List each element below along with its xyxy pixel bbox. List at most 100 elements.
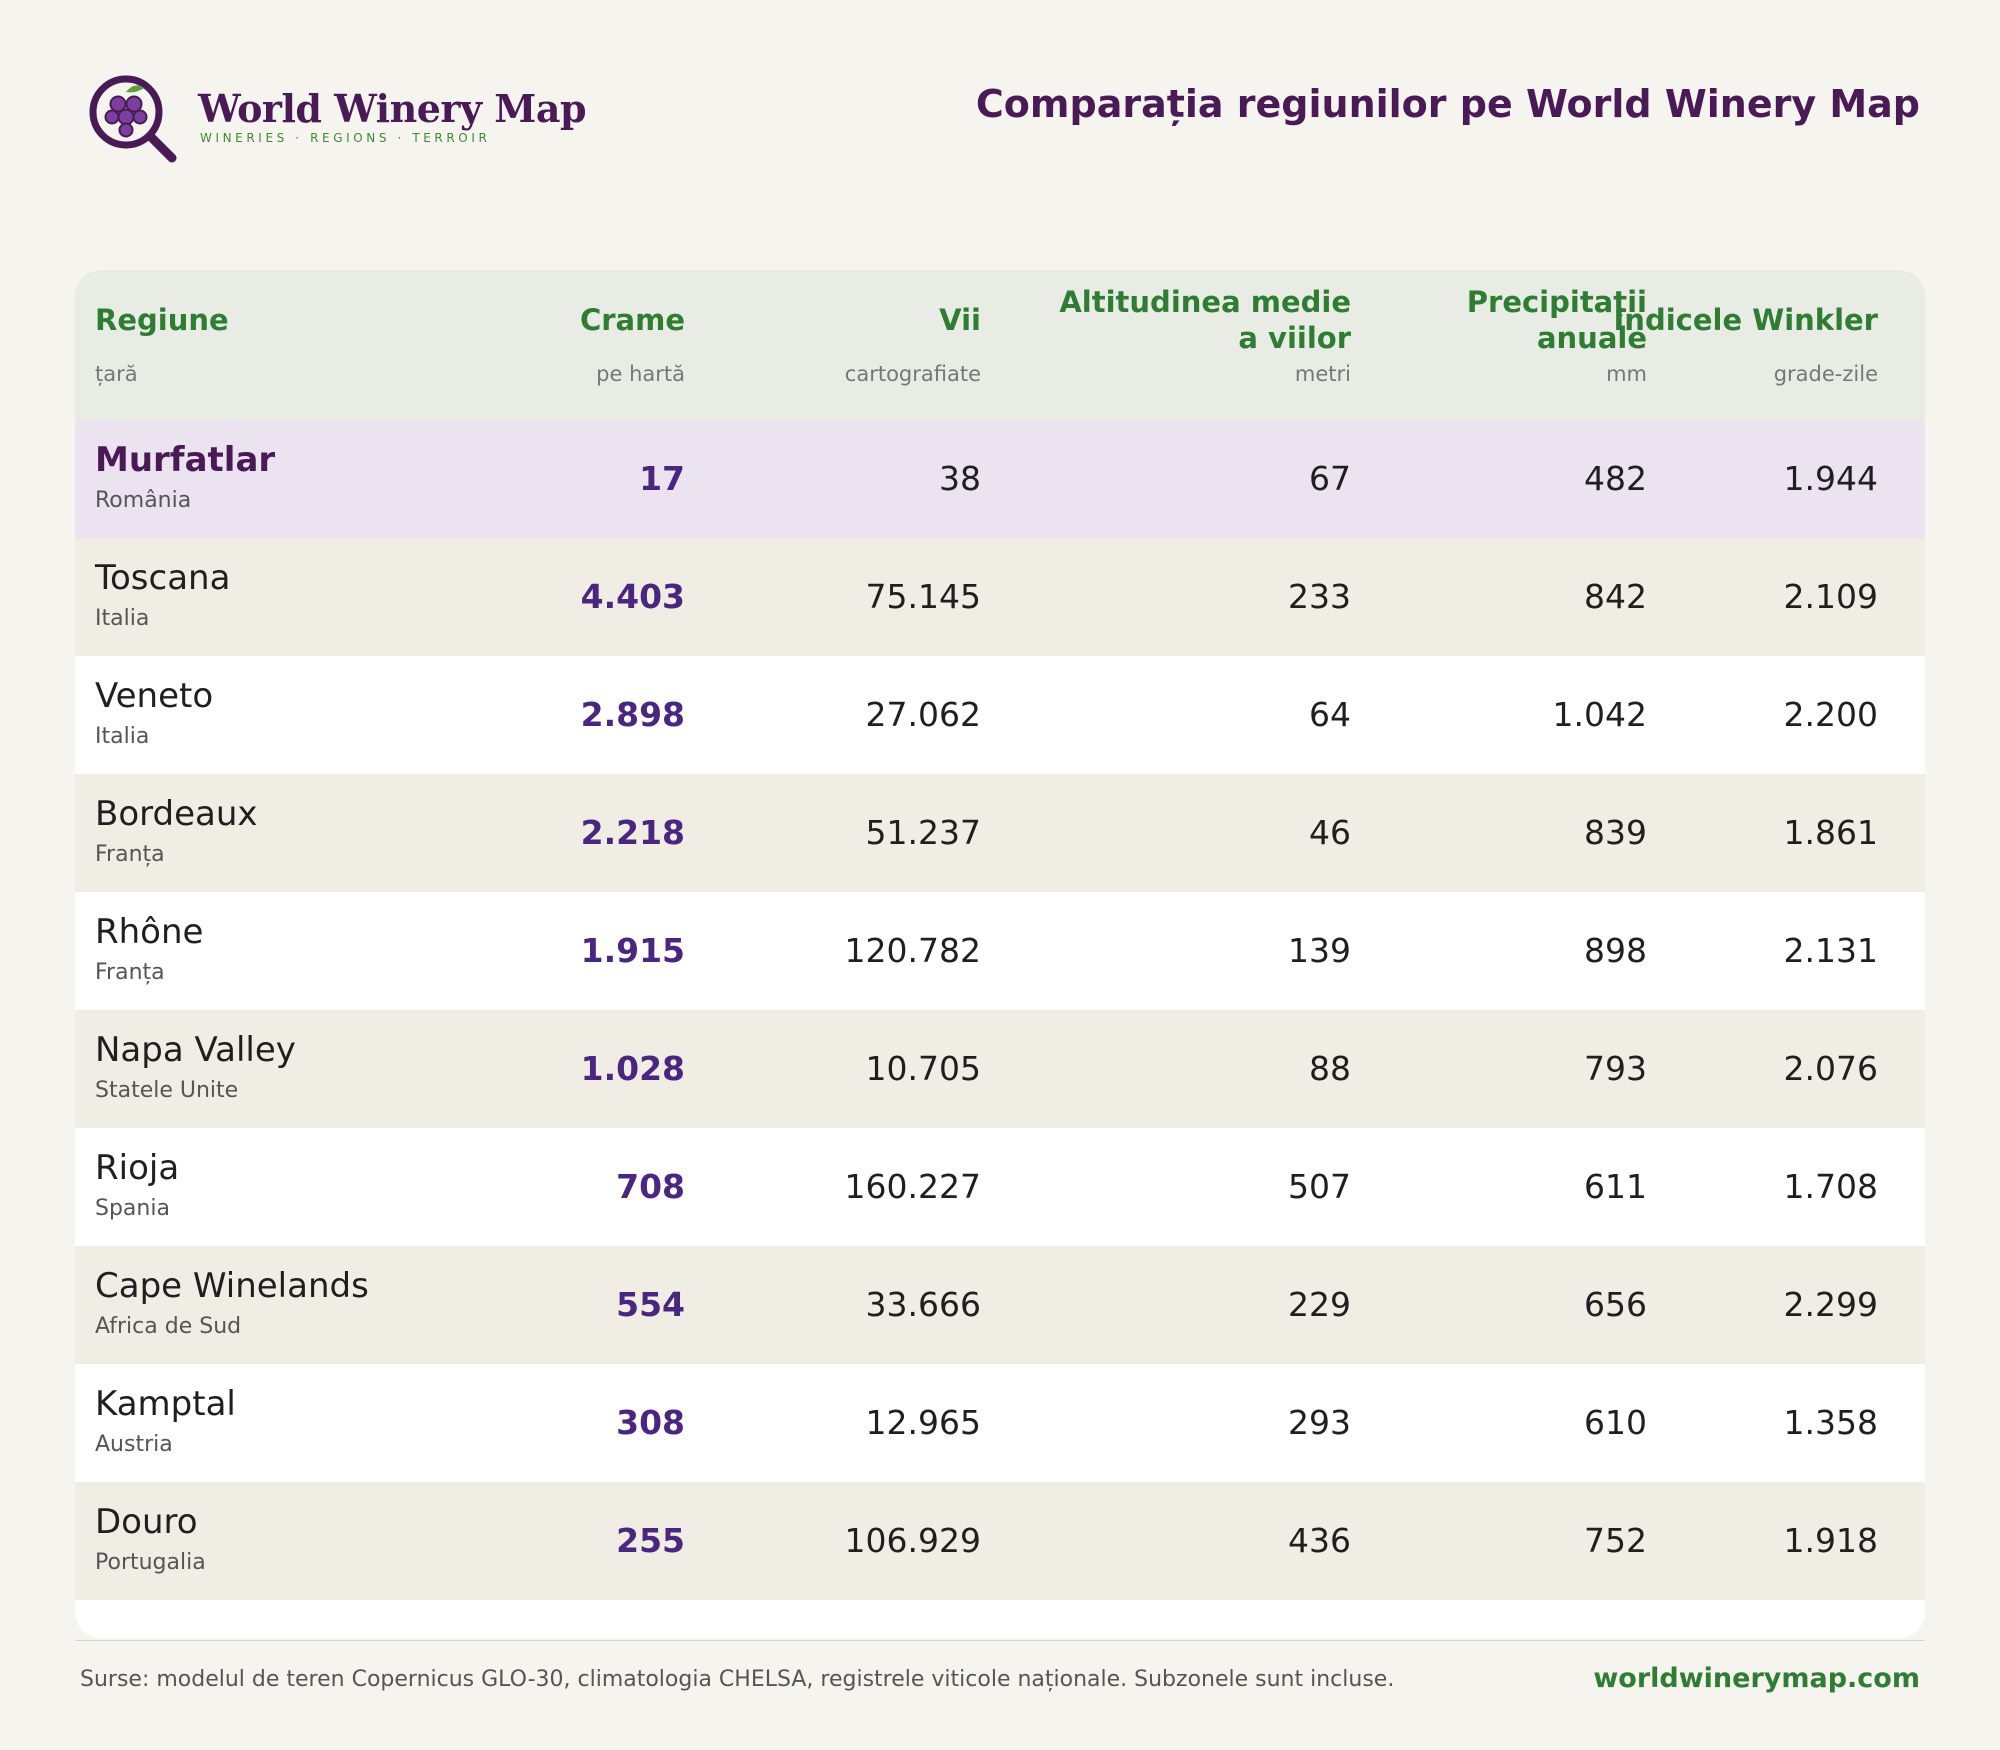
precipitation-value: 656 bbox=[1584, 1285, 1647, 1324]
table-row: Napa Valley Statele Unite 1.028 10.705 8… bbox=[75, 1010, 1925, 1128]
winkler-value: 1.944 bbox=[1783, 459, 1878, 498]
page-title: Comparația regiunilor pe World Winery Ma… bbox=[975, 82, 1920, 126]
altitude-value: 436 bbox=[1288, 1521, 1351, 1560]
region-name: Douro bbox=[95, 1502, 198, 1542]
region-country: Spania bbox=[95, 1196, 170, 1221]
footer-website-link[interactable]: worldwinerymap.com bbox=[1593, 1663, 1920, 1694]
vineyards-count: 51.237 bbox=[865, 813, 981, 852]
table-row: Douro Portugalia 255 106.929 436 752 1.9… bbox=[75, 1482, 1925, 1600]
region-name: Kamptal bbox=[95, 1384, 236, 1424]
wineries-count: 708 bbox=[616, 1167, 685, 1206]
winkler-value: 2.131 bbox=[1783, 931, 1878, 970]
precipitation-value: 610 bbox=[1584, 1403, 1647, 1442]
table-header: Regiune țară Crame pe hartă Vii cartogra… bbox=[75, 270, 1925, 420]
winkler-value: 2.299 bbox=[1783, 1285, 1878, 1324]
table-row: Cape Winelands Africa de Sud 554 33.666 … bbox=[75, 1246, 1925, 1364]
precipitation-value: 898 bbox=[1584, 931, 1647, 970]
column-unit-region: țară bbox=[95, 362, 138, 386]
wineries-count: 2.218 bbox=[580, 813, 685, 852]
page-header: World Winery Map WINERIES · REGIONS · TE… bbox=[0, 0, 2000, 200]
column-unit-precipitation: mm bbox=[1606, 362, 1647, 386]
table-row: Bordeaux Franța 2.218 51.237 46 839 1.86… bbox=[75, 774, 1925, 892]
column-header-altitude-line1: Altitudinea medie bbox=[1059, 285, 1351, 319]
vineyards-count: 27.062 bbox=[865, 695, 981, 734]
vineyards-count: 160.227 bbox=[844, 1167, 981, 1206]
region-country: România bbox=[95, 488, 192, 513]
vineyards-count: 75.145 bbox=[865, 577, 981, 616]
altitude-value: 507 bbox=[1288, 1167, 1351, 1206]
table-row: Veneto Italia 2.898 27.062 64 1.042 2.20… bbox=[75, 656, 1925, 774]
wineries-count: 17 bbox=[639, 459, 685, 498]
wineries-count: 1.915 bbox=[580, 931, 685, 970]
winkler-value: 1.358 bbox=[1783, 1403, 1878, 1442]
region-country: Italia bbox=[95, 606, 150, 631]
winkler-value: 2.200 bbox=[1783, 695, 1878, 734]
column-header-precipitation: Precipitații anuale bbox=[1467, 284, 1647, 356]
vineyards-count: 106.929 bbox=[844, 1521, 981, 1560]
column-header-altitude-line2: a viilor bbox=[1238, 321, 1351, 355]
precipitation-value: 842 bbox=[1584, 577, 1647, 616]
table-row-highlighted: Murfatlar România 17 38 67 482 1.944 bbox=[75, 420, 1925, 538]
altitude-value: 233 bbox=[1288, 577, 1351, 616]
wineries-count: 255 bbox=[616, 1521, 685, 1560]
region-country: Italia bbox=[95, 724, 150, 749]
altitude-value: 64 bbox=[1309, 695, 1351, 734]
altitude-value: 67 bbox=[1309, 459, 1351, 498]
vineyards-count: 120.782 bbox=[844, 931, 981, 970]
region-name: Veneto bbox=[95, 676, 214, 716]
vineyards-count: 33.666 bbox=[865, 1285, 981, 1324]
altitude-value: 229 bbox=[1288, 1285, 1351, 1324]
column-unit-altitude: metri bbox=[1294, 362, 1351, 386]
region-name: Rhône bbox=[95, 912, 204, 952]
winkler-value: 1.918 bbox=[1783, 1521, 1878, 1560]
winkler-value: 2.076 bbox=[1783, 1049, 1878, 1088]
altitude-value: 46 bbox=[1309, 813, 1351, 852]
region-country: Africa de Sud bbox=[95, 1314, 242, 1339]
precipitation-value: 839 bbox=[1584, 813, 1647, 852]
region-name: Toscana bbox=[95, 558, 231, 598]
column-header-winkler: Indicele Winkler bbox=[1613, 303, 1878, 337]
region-name: Rioja bbox=[95, 1148, 180, 1188]
column-header-precipitation-line1: Precipitații bbox=[1466, 285, 1647, 319]
region-country: Portugalia bbox=[95, 1550, 206, 1575]
column-header-vineyards: Vii bbox=[939, 303, 981, 337]
region-name: Bordeaux bbox=[95, 794, 258, 834]
altitude-value: 293 bbox=[1288, 1403, 1351, 1442]
region-country: Austria bbox=[95, 1432, 173, 1457]
footer-sources-note: Surse: modelul de teren Copernicus GLO-3… bbox=[80, 1667, 1395, 1692]
altitude-value: 139 bbox=[1288, 931, 1351, 970]
wineries-count: 4.403 bbox=[580, 577, 685, 616]
brand-name: World Winery Map bbox=[198, 86, 587, 131]
table-row: Rioja Spania 708 160.227 507 611 1.708 bbox=[75, 1128, 1925, 1246]
region-country: Franța bbox=[95, 842, 165, 867]
region-country: Franța bbox=[95, 960, 165, 985]
altitude-value: 88 bbox=[1309, 1049, 1351, 1088]
precipitation-value: 482 bbox=[1584, 459, 1647, 498]
vineyards-count: 12.965 bbox=[865, 1403, 981, 1442]
vineyards-count: 38 bbox=[939, 459, 981, 498]
table-row: Kamptal Austria 308 12.965 293 610 1.358 bbox=[75, 1364, 1925, 1482]
region-name: Murfatlar bbox=[95, 440, 276, 480]
column-unit-vineyards: cartografiate bbox=[844, 362, 981, 386]
column-header-region: Regiune bbox=[95, 303, 229, 337]
column-header-precipitation-line2: anuale bbox=[1536, 321, 1647, 355]
table-row: Rhône Franța 1.915 120.782 139 898 2.131 bbox=[75, 892, 1925, 1010]
column-header-altitude: Altitudinea medie a viilor bbox=[1059, 284, 1351, 356]
wineries-count: 554 bbox=[616, 1285, 685, 1324]
precipitation-value: 752 bbox=[1584, 1521, 1647, 1560]
column-header-wineries: Crame bbox=[579, 303, 685, 337]
brand-tagline: WINERIES · REGIONS · TERROIR bbox=[200, 131, 491, 145]
winkler-value: 2.109 bbox=[1783, 577, 1878, 616]
table-row: Toscana Italia 4.403 75.145 233 842 2.10… bbox=[75, 538, 1925, 656]
vineyards-count: 10.705 bbox=[865, 1049, 981, 1088]
magnifier-grapes-icon bbox=[89, 75, 177, 163]
column-unit-winkler: grade-zile bbox=[1773, 362, 1878, 386]
winkler-value: 1.861 bbox=[1783, 813, 1878, 852]
wineries-count: 308 bbox=[616, 1403, 685, 1442]
precipitation-value: 611 bbox=[1584, 1167, 1647, 1206]
column-unit-wineries: pe hartă bbox=[596, 362, 685, 386]
footer-divider bbox=[75, 1640, 1925, 1641]
winkler-value: 1.708 bbox=[1783, 1167, 1878, 1206]
wineries-count: 2.898 bbox=[580, 695, 685, 734]
region-country: Statele Unite bbox=[95, 1078, 239, 1103]
